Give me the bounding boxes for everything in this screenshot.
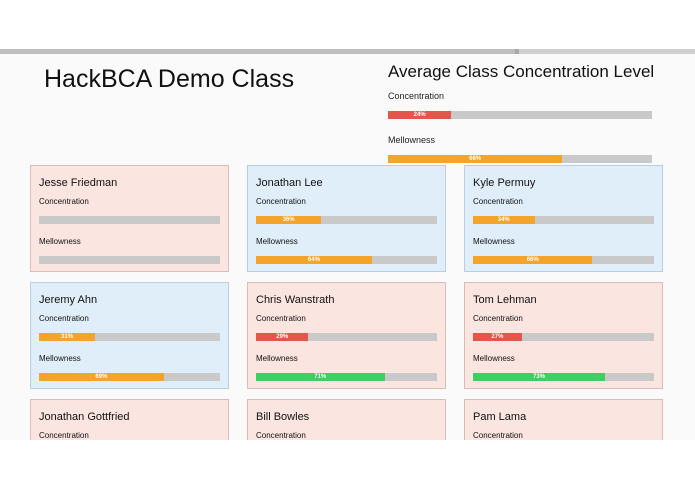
top-strip-divider xyxy=(515,49,519,54)
concentration-label: Concentration xyxy=(473,197,523,206)
class-dashboard: HackBCA Demo Class Average Class Concent… xyxy=(0,54,695,440)
average-mellowness-label: Mellowness xyxy=(388,135,436,145)
top-strip-segment xyxy=(0,49,515,54)
mellowness-label: Mellowness xyxy=(256,354,298,363)
mellowness-bar: 71% xyxy=(256,373,437,381)
concentration-bar: 36% xyxy=(256,216,437,224)
average-concentration-bar: 24% xyxy=(388,111,652,119)
average-mellowness-fill: 66% xyxy=(388,155,563,163)
mellowness-bar xyxy=(39,256,220,264)
concentration-bar: 29% xyxy=(256,333,437,341)
concentration-bar xyxy=(39,216,220,224)
student-card[interactable]: Jonathan Gottfried Concentration xyxy=(30,399,229,440)
concentration-fill: 27% xyxy=(473,333,522,341)
mellowness-label: Mellowness xyxy=(39,354,81,363)
concentration-label: Concentration xyxy=(256,431,306,440)
average-concentration-label: Concentration xyxy=(388,91,445,101)
student-name: Jonathan Gottfried xyxy=(39,411,130,423)
mellowness-fill: 64% xyxy=(256,256,372,264)
page-title: HackBCA Demo Class xyxy=(44,65,295,93)
student-name: Kyle Permuy xyxy=(473,177,536,189)
concentration-bar: 31% xyxy=(39,333,220,341)
mellowness-bar: 64% xyxy=(256,256,437,264)
mellowness-label: Mellowness xyxy=(473,237,515,246)
mellowness-fill: 73% xyxy=(473,373,606,381)
average-title: Average Class Concentration Level xyxy=(388,62,655,81)
average-concentration-fill: 24% xyxy=(388,111,452,119)
concentration-label: Concentration xyxy=(39,197,89,206)
student-name: Chris Wanstrath xyxy=(256,294,335,306)
mellowness-label: Mellowness xyxy=(256,237,298,246)
browser-top-strip xyxy=(0,49,695,54)
student-card[interactable]: Bill Bowles Concentration xyxy=(247,399,446,440)
concentration-fill: 31% xyxy=(39,333,96,341)
student-card[interactable]: Jesse Friedman Concentration Mellowness xyxy=(30,165,229,272)
mellowness-fill: 71% xyxy=(256,373,385,381)
student-name: Tom Lehman xyxy=(473,294,537,306)
concentration-label: Concentration xyxy=(473,431,523,440)
concentration-fill: 29% xyxy=(256,333,309,341)
concentration-label: Concentration xyxy=(39,314,89,323)
concentration-bar: 27% xyxy=(473,333,654,341)
student-card[interactable]: Jonathan Lee Concentration 36% Mellownes… xyxy=(247,165,446,272)
concentration-fill: 34% xyxy=(473,216,535,224)
student-card[interactable]: Kyle Permuy Concentration 34% Mellowness… xyxy=(464,165,663,272)
concentration-bar: 34% xyxy=(473,216,654,224)
concentration-label: Concentration xyxy=(473,314,523,323)
student-name: Bill Bowles xyxy=(256,411,310,423)
concentration-label: Concentration xyxy=(39,431,89,440)
student-name: Jonathan Lee xyxy=(256,177,323,189)
concentration-label: Concentration xyxy=(256,314,306,323)
student-name: Jesse Friedman xyxy=(39,177,118,189)
mellowness-fill: 69% xyxy=(39,373,164,381)
student-card[interactable]: Chris Wanstrath Concentration 29% Mellow… xyxy=(247,282,446,389)
student-card[interactable]: Jeremy Ahn Concentration 31% Mellowness … xyxy=(30,282,229,389)
average-mellowness-bar: 66% xyxy=(388,155,652,163)
mellowness-bar: 73% xyxy=(473,373,654,381)
average-panel: Average Class Concentration Level Concen… xyxy=(388,62,655,163)
student-card[interactable]: Pam Lama Concentration xyxy=(464,399,663,440)
mellowness-bar: 66% xyxy=(473,256,654,264)
concentration-label: Concentration xyxy=(256,197,306,206)
student-name: Pam Lama xyxy=(473,411,527,423)
mellowness-label: Mellowness xyxy=(39,237,81,246)
mellowness-fill: 66% xyxy=(473,256,593,264)
mellowness-label: Mellowness xyxy=(473,354,515,363)
concentration-fill: 36% xyxy=(256,216,322,224)
student-card[interactable]: Tom Lehman Concentration 27% Mellowness … xyxy=(464,282,663,389)
mellowness-bar: 69% xyxy=(39,373,220,381)
student-name: Jeremy Ahn xyxy=(39,294,98,306)
